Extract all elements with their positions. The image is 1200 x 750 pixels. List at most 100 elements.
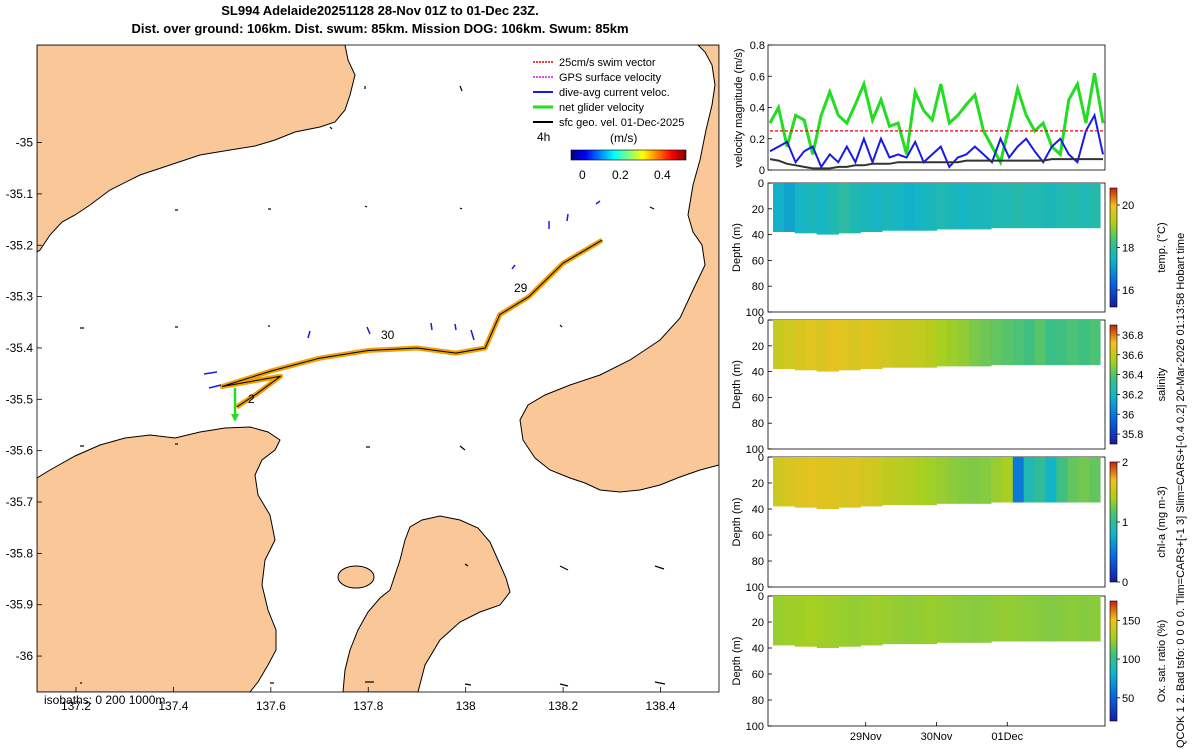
colorbar-tick-label: 2: [1122, 457, 1128, 469]
section-ytick-label: 40: [752, 504, 764, 516]
section-cell: [1078, 320, 1090, 366]
section-ytick-label: 100: [746, 721, 764, 733]
colorbar-tick-label: 20: [1122, 200, 1134, 212]
land-island-small: [337, 565, 375, 589]
land-fleurieu-peninsula: [519, 45, 719, 493]
section-cell: [969, 457, 981, 504]
section-cell: [860, 457, 872, 507]
section-cell: [849, 457, 861, 508]
section-ytick-label: 60: [752, 530, 764, 542]
isobaths-label: isobaths: 0 200 1000m: [44, 693, 165, 707]
time-step-label: 4h: [537, 130, 550, 144]
section-ytick-label: 20: [752, 478, 764, 490]
legend-entry-current: dive-avg current veloc.: [559, 87, 670, 99]
section-cell: [783, 320, 796, 369]
land-layer: [37, 45, 719, 692]
section-cell: [980, 457, 992, 504]
section-cell: [1089, 596, 1101, 642]
section-cell: [969, 183, 981, 230]
section-salinity: 0 20 40 60 80 100 Depth (m) 35.8 36 36.2 36.4 36.6 3…: [731, 315, 1168, 456]
colorbar-tick-label: 16: [1122, 285, 1134, 297]
velocity-ylabel: velocity magnitude (m/s): [733, 48, 745, 167]
colorbar-tick-label: 36.8: [1122, 330, 1143, 342]
section-cell: [860, 183, 872, 232]
section-temperature: 0 20 40 60 80 100 Depth (m) 16 18 20 temp. (°C): [731, 178, 1168, 319]
section-cell: [936, 183, 948, 230]
legend-entry-gps: GPS surface velocity: [559, 72, 662, 84]
section-cell: [903, 183, 916, 231]
colorbar-label: temp. (°C): [1156, 222, 1168, 272]
map-colorbar-tick-2: 0.4: [654, 168, 671, 182]
chart-title: SL994 Adelaide20251128 28-Nov 01Z to 01-…: [221, 3, 539, 18]
section-cell: [1089, 183, 1101, 229]
section-cell: [1012, 320, 1025, 366]
section-cell: [1056, 183, 1068, 229]
section-cell: [794, 457, 807, 508]
section-cell: [1012, 596, 1025, 642]
section-ytick-label: 100: [746, 444, 764, 456]
section-colorbar: [1109, 187, 1118, 308]
section-cell: [969, 596, 981, 643]
side-note: QCOK 1 2. Bad tsfo: 0 0 0 0. Tlim=CARS+[…: [1175, 233, 1187, 748]
section-cell: [882, 457, 894, 506]
colorbar-label: salinity: [1156, 367, 1168, 401]
section-cell: [1078, 457, 1090, 503]
map-ytick-label: -35.1: [6, 187, 34, 201]
section-cell: [1045, 457, 1057, 503]
section-cell: [849, 320, 861, 371]
section-cell: [980, 596, 992, 643]
section-cell: [838, 596, 850, 647]
section-cell: [1001, 596, 1014, 642]
colorbar-tick-label: 36: [1122, 409, 1134, 421]
section-ytick-label: 100: [746, 582, 764, 594]
section-ytick-label: 60: [752, 255, 764, 267]
section-cell: [936, 596, 948, 643]
map-xtick-label: 138.4: [646, 699, 676, 713]
section-cell: [783, 457, 796, 507]
section-cell: [1023, 596, 1036, 642]
geo-vectors: [80, 85, 666, 687]
section-ytick-label: 0: [758, 452, 764, 464]
section-cell: [773, 457, 785, 507]
section-cell: [871, 183, 883, 232]
section-cell: [936, 457, 948, 504]
map-legend: 25cm/s swim vector GPS surface velocity …: [533, 57, 687, 182]
velocity-panel: 0 0.2 0.4 0.6 0.8 velocity magnitude (m/s): [733, 40, 1106, 177]
section-ytick-label: 20: [752, 617, 764, 629]
section-cell: [991, 183, 1003, 229]
section-cell: [1001, 183, 1014, 229]
section-cell: [1056, 320, 1068, 366]
section-cell: [1078, 596, 1090, 642]
section-cell: [958, 183, 970, 230]
velocity-line: [769, 112, 1104, 169]
map-panel: 29 30 2 25cm/s swim vector GPS surface v…: [6, 44, 720, 713]
track-label-30: 30: [381, 328, 395, 342]
map-ytick-label: -35.3: [6, 290, 34, 304]
section-cell: [838, 457, 850, 508]
section-cell: [925, 183, 938, 231]
section-ytick-label: 20: [752, 204, 764, 216]
section-colorbar: [1109, 600, 1118, 722]
map-ytick-label: -35.8: [6, 546, 34, 560]
section-cell: [1089, 457, 1101, 503]
legend-entry-swim: 25cm/s swim vector: [559, 57, 656, 69]
section-cell: [947, 596, 959, 643]
section-cell: [827, 596, 839, 648]
map-colorbar: [570, 149, 687, 161]
map-xtick-label: 138.2: [548, 699, 578, 713]
map-ytick-label: -35.6: [6, 444, 34, 458]
colorbar-tick-label: 0: [1122, 577, 1128, 589]
section-cell: [925, 457, 938, 506]
section-cell: [805, 457, 818, 508]
section-cell: [1012, 457, 1025, 503]
section-cell: [794, 596, 807, 647]
map-ytick-label: -35.2: [6, 238, 34, 252]
colorbar-tick-label: 100: [1122, 654, 1140, 666]
legend-entry-net: net glider velocity: [559, 102, 644, 114]
section-cell: [914, 183, 927, 231]
section-cell: [958, 457, 970, 504]
legend-entry-geo: sfc geo. vel. 01-Dec-2025: [559, 117, 684, 129]
section-cell: [1001, 320, 1014, 366]
net-velocity-arrow: [231, 388, 239, 422]
time-xtick-label: 30Nov: [921, 731, 953, 743]
